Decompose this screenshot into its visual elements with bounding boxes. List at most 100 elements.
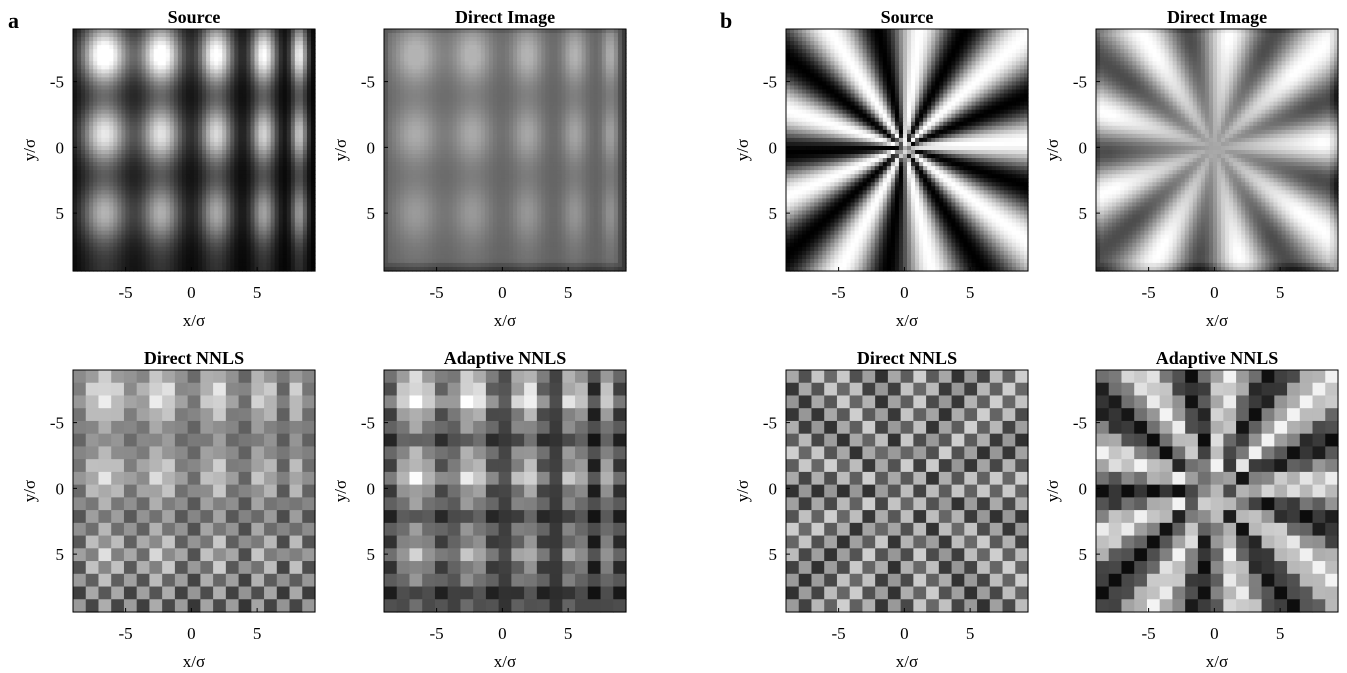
heatmap-cell [210, 93, 215, 99]
heatmap-cell [230, 174, 235, 179]
heatmap-cell [129, 250, 135, 256]
heatmap-cell [238, 158, 243, 163]
heatmap-cell [85, 238, 90, 244]
heatmap-cell [525, 97, 530, 103]
heatmap-cell [585, 105, 591, 111]
heatmap-cell [306, 162, 312, 167]
heatmap-cell [157, 218, 163, 224]
heatmap-cell [505, 45, 510, 50]
heatmap-cell [194, 33, 199, 38]
heatmap-cell [428, 49, 433, 54]
heatmap-cell [472, 105, 478, 111]
heatmap-cell [492, 113, 498, 119]
heatmap-cell [73, 101, 78, 107]
heatmap-cell [605, 77, 611, 83]
heatmap-cell [286, 69, 292, 74]
heatmap-cell [282, 29, 288, 34]
heatmap-cell [77, 137, 82, 143]
heatmap-cell [189, 85, 195, 91]
heatmap-cell [569, 101, 575, 107]
heatmap-cell [89, 254, 94, 260]
heatmap-cell [432, 53, 438, 58]
heatmap-cell [310, 57, 316, 62]
heatmap-cell [270, 214, 276, 220]
heatmap-cell [601, 77, 607, 83]
heatmap-cell [133, 117, 139, 123]
heatmap-cell [496, 53, 502, 58]
heatmap-cell [549, 57, 554, 62]
heatmap-cell [165, 258, 171, 264]
heatmap-cell [290, 250, 296, 256]
heatmap-cell [517, 109, 522, 115]
heatmap-cell [513, 37, 518, 42]
heatmap-cell [101, 234, 106, 240]
heatmap-cell [246, 186, 252, 191]
heatmap-cell [85, 81, 90, 87]
heatmap-cell [286, 206, 292, 212]
heatmap-cell [133, 190, 139, 195]
heatmap-cell [202, 202, 207, 208]
heatmap-cell [525, 117, 530, 123]
heatmap-cell [210, 238, 215, 244]
heatmap-cell [306, 206, 312, 212]
heatmap-cell [290, 93, 296, 99]
heatmap-cell [89, 145, 94, 151]
heatmap-cell [125, 198, 131, 204]
heatmap-cell [436, 81, 442, 87]
heatmap-cell [436, 37, 442, 42]
heatmap-cell [165, 198, 171, 204]
heatmap-cell [113, 166, 118, 171]
heatmap-cell [157, 137, 163, 143]
heatmap-cell [109, 218, 114, 224]
heatmap-cell [258, 33, 264, 38]
heatmap-cell [202, 198, 207, 204]
heatmap-cell [189, 206, 195, 212]
heatmap-cell [617, 73, 623, 78]
heatmap-cell [452, 105, 458, 111]
heatmap-cell [218, 29, 223, 34]
heatmap-cell [613, 69, 619, 74]
heatmap-cell [73, 97, 78, 103]
heatmap-cell [218, 174, 223, 179]
heatmap-cell [129, 166, 135, 171]
heatmap-cell [496, 81, 502, 87]
heatmap-cell [141, 49, 147, 54]
heatmap-cell [392, 57, 397, 62]
heatmap-cell [121, 182, 127, 187]
heatmap-cell [609, 49, 615, 54]
heatmap-cell [189, 137, 195, 143]
heatmap-cell [77, 45, 82, 50]
heatmap-cell [206, 97, 211, 103]
heatmap-cell [266, 65, 272, 70]
heatmap-cell [185, 258, 191, 264]
heatmap-cell [157, 49, 163, 54]
heatmap-cell [246, 222, 252, 228]
heatmap-cell [468, 57, 474, 62]
heatmap-cell [85, 182, 90, 187]
heatmap-cell [266, 125, 272, 131]
heatmap-cell [234, 254, 239, 260]
heatmap-cell [206, 150, 211, 155]
heatmap-cell [89, 37, 94, 42]
heatmap-cell [286, 129, 292, 135]
heatmap-cell [290, 129, 296, 135]
heatmap-cell [270, 266, 276, 272]
heatmap-cell [125, 238, 131, 244]
heatmap-cell [517, 89, 522, 95]
heatmap-cell [85, 254, 90, 260]
heatmap-cell [226, 218, 231, 224]
heatmap-cell [97, 194, 102, 199]
heatmap-cell [250, 45, 256, 50]
heatmap-cell [521, 53, 526, 58]
heatmap-cell [266, 41, 272, 46]
heatmap-cell [492, 45, 498, 50]
heatmap-cell [113, 210, 118, 216]
heatmap-cell [505, 49, 510, 54]
heatmap-cell [396, 73, 401, 78]
heatmap-cell [565, 113, 571, 119]
heatmap-cell [141, 194, 147, 199]
heatmap-cell [189, 190, 195, 195]
heatmap-cell [153, 254, 159, 260]
heatmap-cell [258, 61, 264, 66]
heatmap-cell [585, 93, 591, 99]
